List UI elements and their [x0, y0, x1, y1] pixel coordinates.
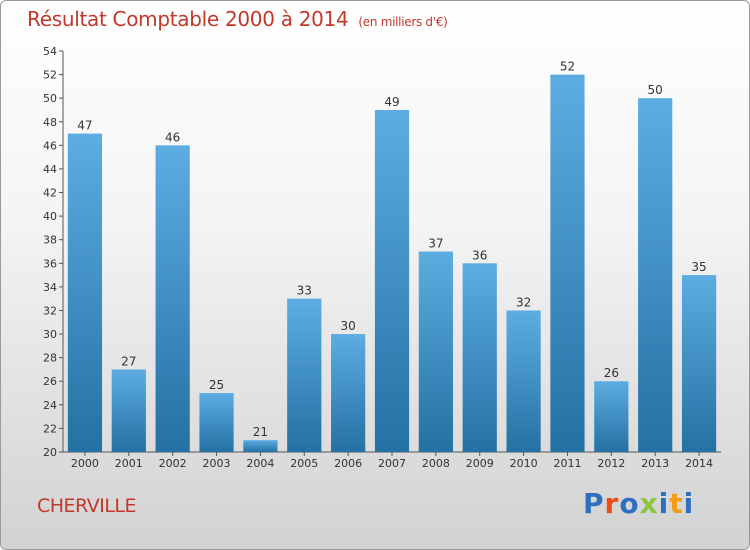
y-tick-label: 30 [43, 328, 57, 341]
logo-letter: t [669, 487, 684, 520]
x-tick-label: 2011 [553, 457, 581, 470]
logo-letter: P [583, 487, 605, 520]
y-tick-label: 32 [43, 304, 57, 317]
x-tick-label: 2010 [510, 457, 538, 470]
bar-2000[interactable] [67, 133, 103, 452]
bar-value-label: 47 [77, 119, 92, 133]
bar-2013[interactable] [638, 98, 673, 453]
bar-2012[interactable] [594, 381, 629, 452]
logo-letter: r [604, 487, 620, 520]
y-tick-label: 44 [43, 163, 57, 176]
bar-2001[interactable] [111, 369, 146, 452]
bar-value-label: 49 [384, 95, 399, 109]
bar-value-label: 36 [472, 248, 487, 262]
bar-2006[interactable] [331, 334, 366, 452]
chart-title: Résultat Comptable 2000 à 2014 (en millie… [27, 7, 448, 31]
y-tick-label: 22 [43, 422, 57, 435]
chart-bars: 47 27 46 25 21 33 30 49 37 36 32 52 26 50 35 [67, 60, 717, 453]
x-tick-label: 2000 [71, 457, 99, 470]
x-tick-label: 2009 [466, 457, 494, 470]
proxiti-logo[interactable]: Proxiti [583, 487, 694, 520]
logo-letter: x [639, 487, 659, 520]
bar-value-label: 32 [516, 295, 531, 309]
bar-2009[interactable] [462, 263, 497, 452]
x-tick-label: 2006 [334, 457, 362, 470]
y-tick-label: 36 [43, 257, 57, 270]
bar-2011[interactable] [550, 74, 585, 453]
logo-letter: i [658, 487, 670, 520]
bar-value-label: 25 [209, 378, 224, 392]
bar-value-label: 33 [297, 284, 312, 298]
bar-2002[interactable] [155, 145, 190, 452]
x-tick-label: 2001 [115, 457, 143, 470]
bar-value-label: 52 [560, 60, 575, 74]
bar-2014[interactable] [681, 275, 717, 452]
x-tick-label: 2002 [159, 457, 187, 470]
y-tick-label: 50 [43, 92, 57, 105]
y-tick-label: 28 [43, 352, 57, 365]
x-tick-label: 2004 [246, 457, 274, 470]
y-tick-label: 40 [43, 210, 57, 223]
bar-value-label: 35 [691, 260, 706, 274]
y-tick-label: 34 [43, 281, 57, 294]
chart-title-text: Résultat Comptable 2000 à 2014 [27, 7, 349, 31]
x-tick-label: 2012 [597, 457, 625, 470]
chart-axes: 20 22 24 26 28 30 32 34 36 38 40 42 44 46 48 50 52 54 2000… [43, 45, 721, 470]
logo-letter: o [619, 487, 640, 520]
bar-2008[interactable] [418, 251, 453, 453]
bar-value-label: 27 [121, 354, 136, 368]
y-tick-label: 26 [43, 375, 57, 388]
bar-value-label: 21 [253, 425, 268, 439]
x-tick-label: 2005 [290, 457, 318, 470]
y-tick-label: 24 [43, 399, 57, 412]
chart-subtitle: (en milliers d'€) [358, 15, 448, 29]
bar-value-label: 26 [604, 366, 619, 380]
y-tick-label: 54 [43, 45, 57, 58]
y-tick-label: 46 [43, 139, 57, 152]
y-tick-label: 42 [43, 187, 57, 200]
y-tick-label: 48 [43, 116, 57, 129]
x-tick-label: 2013 [641, 457, 669, 470]
bar-value-label: 46 [165, 130, 180, 144]
y-tick-label: 52 [43, 69, 57, 82]
city-name: CHERVILLE [37, 495, 137, 517]
y-tick-label: 20 [43, 446, 57, 459]
bar-value-label: 50 [648, 83, 663, 97]
bar-2010[interactable] [506, 310, 541, 452]
logo-letter: i [683, 487, 695, 520]
x-tick-label: 2007 [378, 457, 406, 470]
bar-2007[interactable] [374, 109, 410, 453]
bar-2004[interactable] [243, 440, 278, 452]
bar-value-label: 30 [340, 319, 355, 333]
x-tick-label: 2003 [203, 457, 231, 470]
bar-2005[interactable] [287, 298, 322, 452]
x-tick-label: 2008 [422, 457, 450, 470]
y-tick-label: 38 [43, 234, 57, 247]
x-tick-label: 2014 [685, 457, 713, 470]
bar-2003[interactable] [199, 393, 234, 452]
bar-value-label: 37 [428, 237, 443, 251]
